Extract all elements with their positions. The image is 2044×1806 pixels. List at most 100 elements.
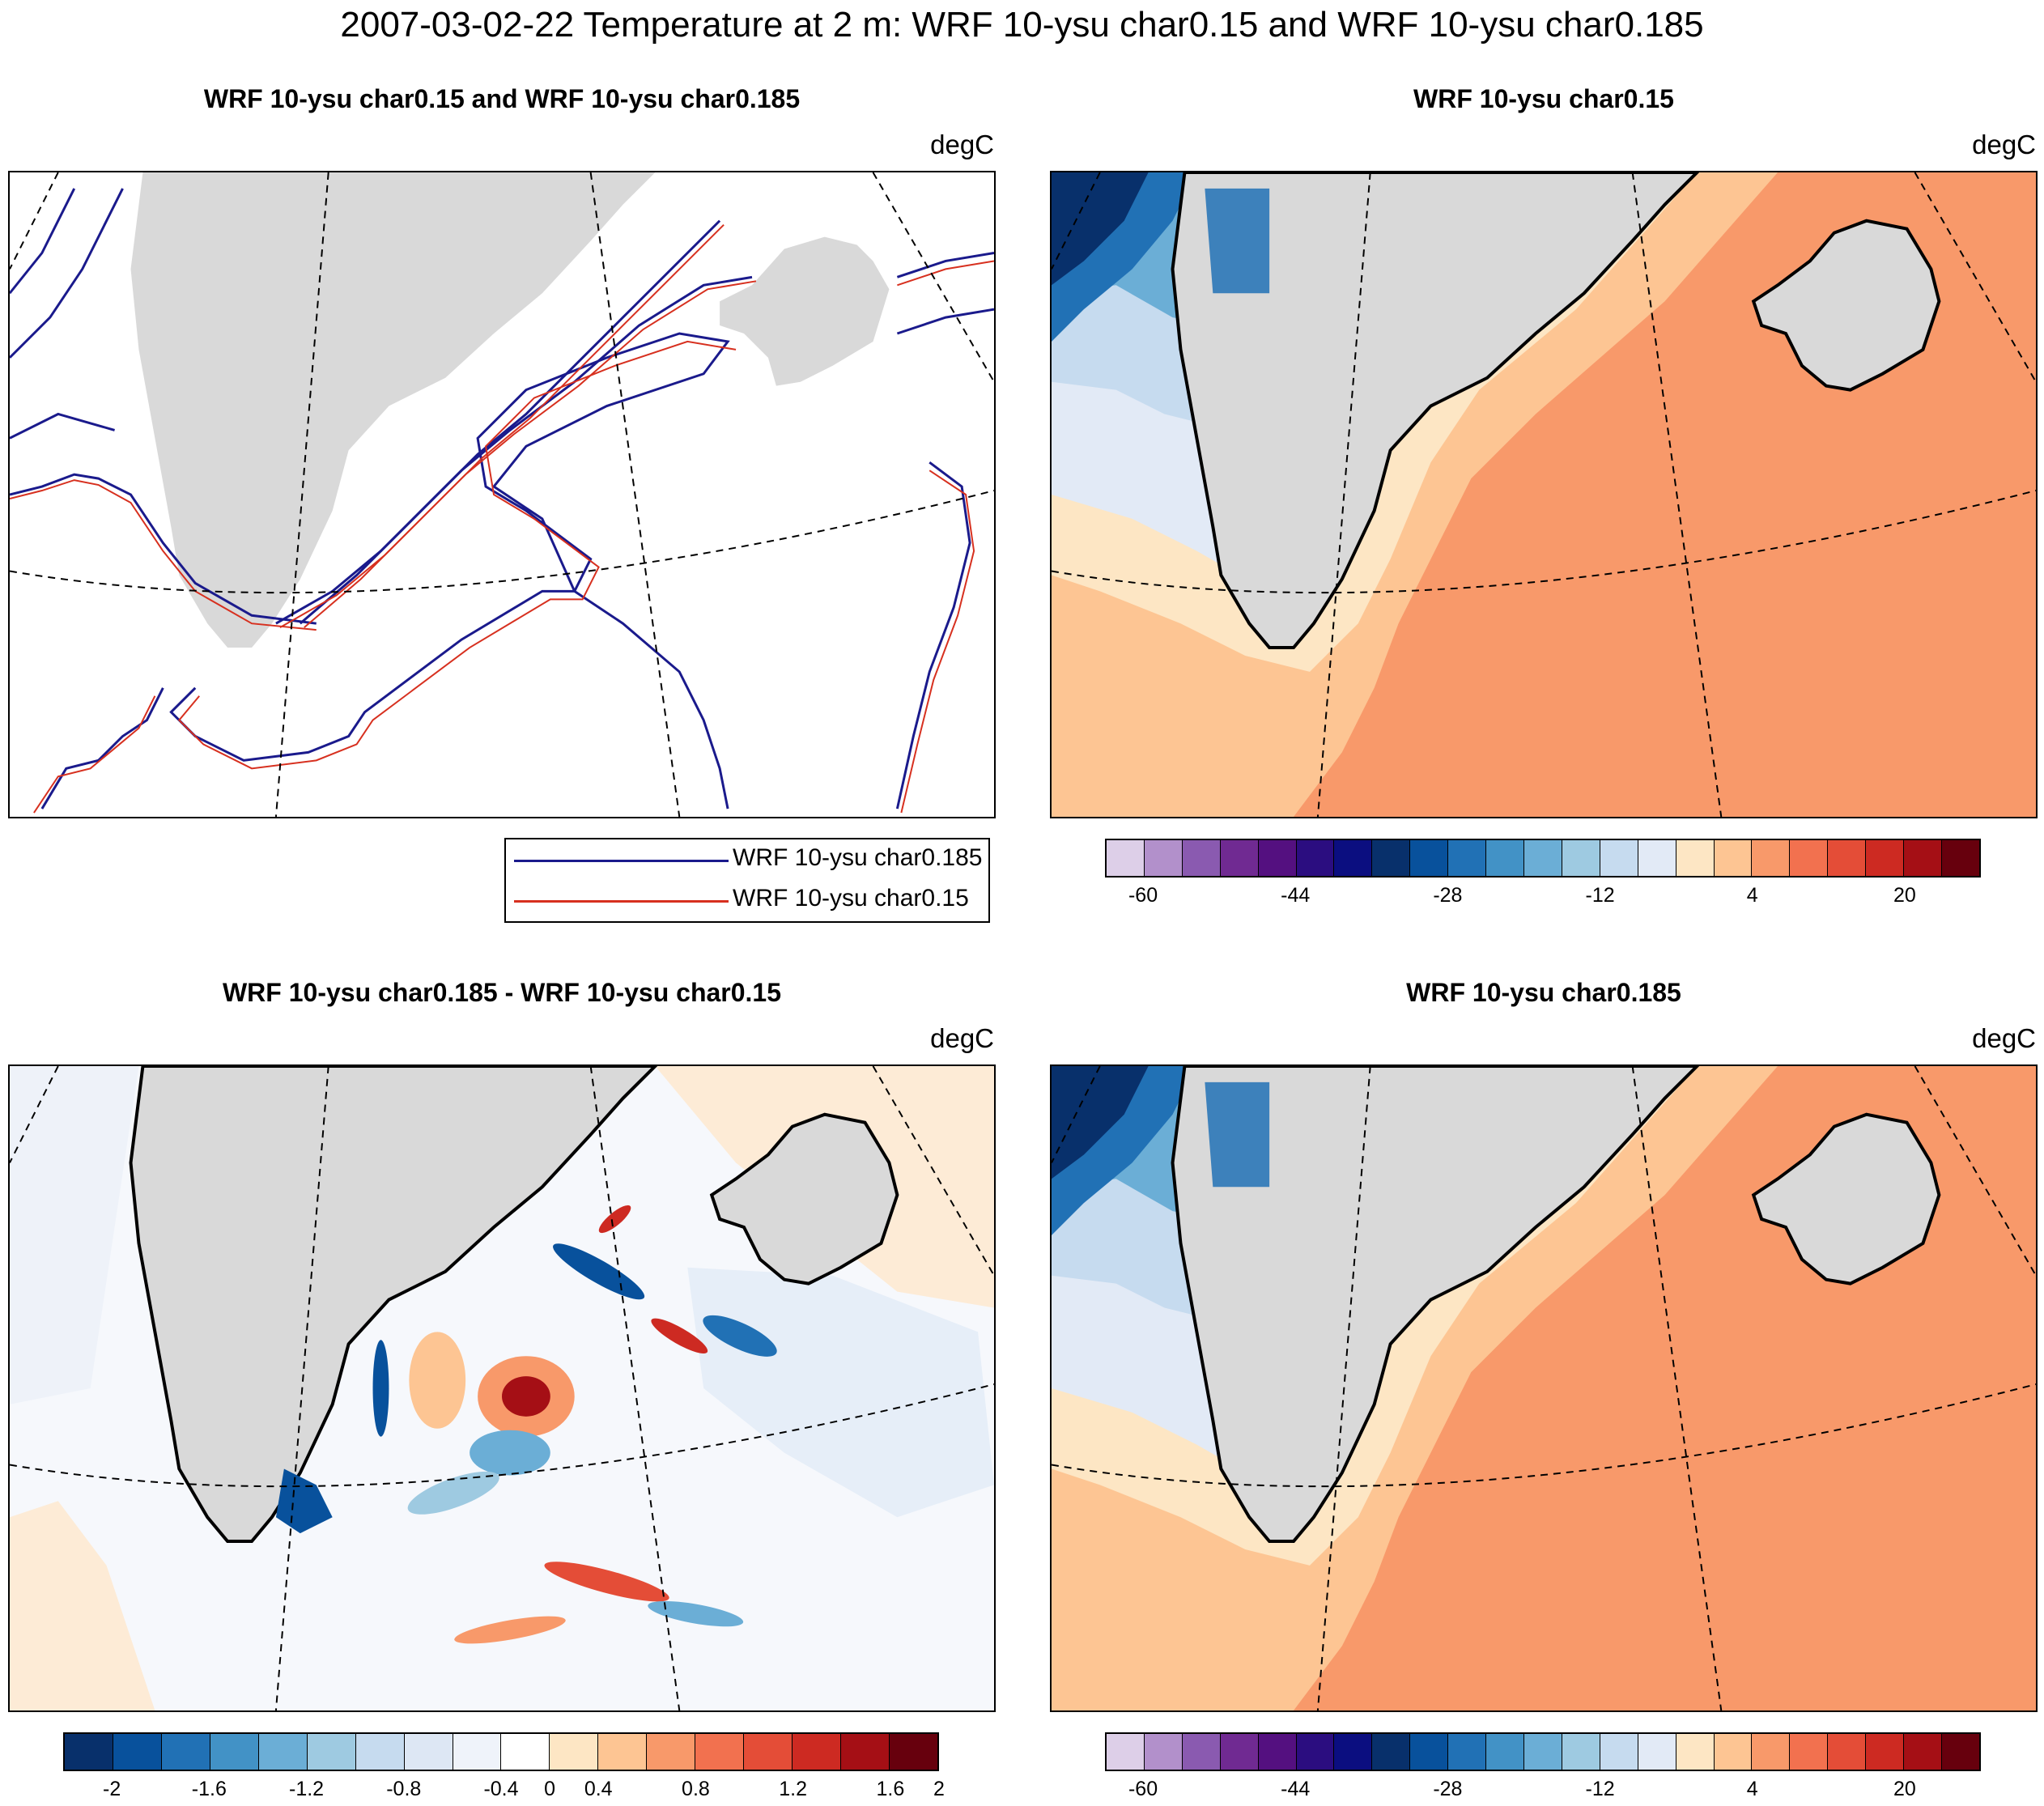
colorbar-cell: [1752, 1734, 1791, 1770]
colorbar-cell: [647, 1734, 696, 1770]
colorbar-cell: [113, 1734, 162, 1770]
char015-panel-title: WRF 10-ysu char0.15: [1413, 84, 1674, 113]
temperature-colorbar-bottom: [1105, 1732, 1981, 1771]
colorbar-tick-label: -0.4: [483, 1778, 519, 1800]
colorbar-cell: [1182, 840, 1221, 876]
temperature-colorbar-bottom-ticks: -60 -44 -28 -12 4 20: [1105, 1778, 1981, 1805]
greenland-land: [1171, 172, 1700, 650]
greenland-land: [1171, 1066, 1700, 1544]
colorbar-cell: [1828, 840, 1867, 876]
colorbar-cell: [1107, 1734, 1145, 1770]
legend-line-char015: [514, 900, 729, 903]
greenland-land: [129, 1066, 658, 1544]
colorbar-cell: [793, 1734, 841, 1770]
colorbar-cell: [1486, 840, 1524, 876]
colorbar-cell: [841, 1734, 890, 1770]
contour-legend: WRF 10-ysu char0.185 WRF 10-ysu char0.15: [504, 838, 990, 923]
difference-colorbar-ticks: -2 -1.6 -1.2 -0.8 -0.4 0 0.4 0.8 1.2 1.6 2: [63, 1778, 945, 1805]
colorbar-cell: [1866, 840, 1905, 876]
iceland-land: [1751, 219, 1941, 392]
char015-map: [1050, 171, 2038, 818]
colorbar-cell: [1410, 840, 1449, 876]
colorbar-tick-label: -12: [1585, 1778, 1615, 1800]
temperature-colorbar-top-ticks: -60 -44 -28 -12 4 20: [1105, 884, 1981, 911]
colorbar-cell: [1752, 840, 1791, 876]
colorbar-cell: [1296, 1734, 1335, 1770]
colorbar-cell: [1562, 840, 1600, 876]
char0185-panel-title: WRF 10-ysu char0.185: [1406, 978, 1681, 1007]
colorbar-tick-label: -44: [1281, 884, 1311, 907]
colorbar-tick-label: 0.4: [584, 1778, 613, 1800]
colorbar-cell: [1600, 1734, 1638, 1770]
colorbar-cell: [258, 1734, 308, 1770]
colorbar-tick-label: 0.8: [682, 1778, 710, 1800]
colorbar-cell: [1714, 1734, 1753, 1770]
colorbar-cell: [889, 1734, 937, 1770]
char015-panel-units: degC: [1972, 130, 2036, 159]
colorbar-cell: [598, 1734, 648, 1770]
colorbar-cell: [1828, 1734, 1867, 1770]
colorbar-cell: [1866, 1734, 1905, 1770]
colorbar-cell: [404, 1734, 453, 1770]
colorbar-tick-label: 20: [1893, 884, 1916, 907]
colorbar-cell: [1220, 840, 1259, 876]
diff-map: [8, 1064, 996, 1712]
colorbar-tick-label: -12: [1585, 884, 1615, 907]
diff-map-svg: [10, 1066, 994, 1710]
colorbar-cell: [453, 1734, 502, 1770]
colorbar-cell: [1600, 840, 1638, 876]
colorbar-cell: [1941, 1734, 1979, 1770]
colorbar-cell: [1790, 840, 1829, 876]
colorbar-tick-label: 2: [933, 1778, 945, 1800]
colorbar-cell: [1523, 1734, 1562, 1770]
colorbar-cell: [1410, 1734, 1449, 1770]
colorbar-tick-label: -1.6: [191, 1778, 227, 1800]
colorbar-cell: [1714, 840, 1753, 876]
temperature-colorbar-top: [1105, 839, 1981, 878]
colorbar-cell: [1904, 1734, 1942, 1770]
colorbar-cell: [1562, 1734, 1600, 1770]
colorbar-cell: [1258, 1734, 1297, 1770]
contour-map: [8, 171, 996, 818]
char0185-map-svg: [1052, 1066, 2036, 1710]
colorbar-cell: [1334, 840, 1373, 876]
colorbar-tick-label: 4: [1746, 1778, 1758, 1800]
colorbar-cell: [1182, 1734, 1221, 1770]
colorbar-cell: [1904, 840, 1942, 876]
char0185-panel-units: degC: [1972, 1023, 2036, 1053]
colorbar-tick-label: -60: [1128, 884, 1158, 907]
colorbar-cell: [1334, 1734, 1373, 1770]
legend-line-char0185: [514, 860, 729, 862]
colorbar-cell: [1107, 840, 1145, 876]
colorbar-cell: [1638, 840, 1676, 876]
colorbar-cell: [1220, 1734, 1259, 1770]
colorbar-cell: [1638, 1734, 1676, 1770]
colorbar-cell: [1372, 1734, 1411, 1770]
colorbar-tick-label: 20: [1893, 1778, 1916, 1800]
colorbar-tick-label: 4: [1746, 884, 1758, 907]
colorbar-tick-label: -0.8: [386, 1778, 422, 1800]
colorbar-cell: [1790, 1734, 1829, 1770]
contour-panel-title: WRF 10-ysu char0.15 and WRF 10-ysu char0…: [203, 84, 801, 113]
colorbar-cell: [1941, 840, 1979, 876]
difference-colorbar: [63, 1732, 939, 1771]
colorbar-cell: [1676, 840, 1715, 876]
figure-title: 2007-03-02-22 Temperature at 2 m: WRF 10…: [340, 5, 1704, 45]
colorbar-tick-label: -1.2: [289, 1778, 325, 1800]
colorbar-cell: [1372, 840, 1411, 876]
colorbar-cell: [1448, 840, 1487, 876]
diff-panel-units: degC: [930, 1023, 994, 1053]
colorbar-tick-label: -44: [1281, 1778, 1311, 1800]
colorbar-cell: [501, 1734, 550, 1770]
colorbar-cell: [744, 1734, 793, 1770]
colorbar-cell: [161, 1734, 210, 1770]
colorbar-tick-label: 0: [544, 1778, 556, 1800]
colorbar-cell: [1523, 840, 1562, 876]
colorbar-cell: [65, 1734, 113, 1770]
colorbar-cell: [307, 1734, 356, 1770]
colorbar-cell: [355, 1734, 405, 1770]
legend-label-char015: WRF 10-ysu char0.15: [733, 885, 969, 911]
colorbar-cell: [695, 1734, 745, 1770]
iceland-land: [1751, 1112, 1941, 1285]
colorbar-cell: [1448, 1734, 1487, 1770]
